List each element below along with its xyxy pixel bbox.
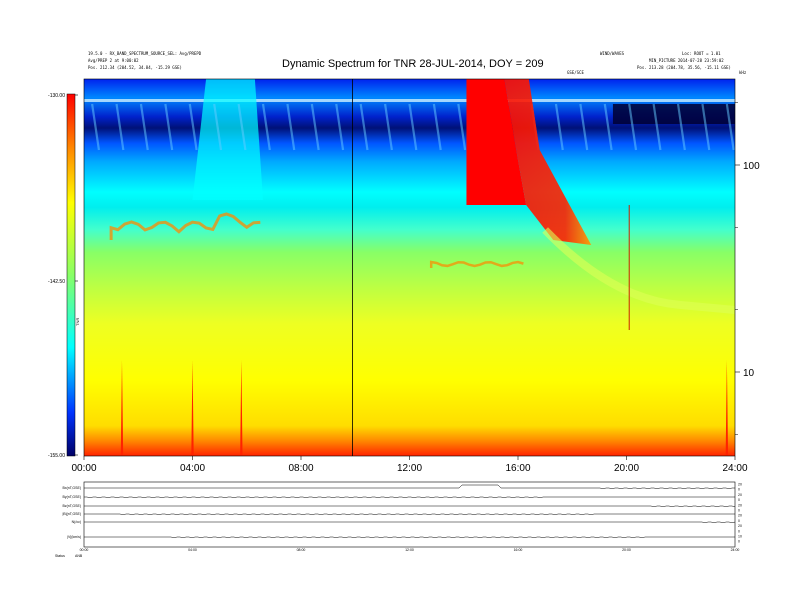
colorbar-tick-label: -155.00 (48, 453, 65, 459)
header-right-line4: Pos. 213.28 (204.78, 35.56, -15.11 GSE) (637, 65, 731, 70)
spectrogram-streak (579, 103, 589, 151)
spectrogram-streak (432, 103, 442, 151)
bottom-right-tick: 0 (738, 498, 740, 502)
header-left-line3: Pos. 212.34 (204.52, 34.84, -15.29 GSE) (88, 65, 182, 70)
type-iii-burst-core (466, 79, 527, 205)
red-spike (240, 360, 243, 456)
footer-value: ANB (75, 554, 83, 558)
chart-title: Dynamic Spectrum for TNR 28-JUL-2014, DO… (282, 58, 544, 70)
spectrogram-streak (237, 103, 247, 151)
bottom-row-label: By(nT,GSE) (63, 495, 81, 499)
red-spike (191, 360, 194, 456)
spectrogram-streak (139, 103, 149, 151)
spectrogram-streak (652, 103, 662, 151)
colorbar-tick-label: -130.00 (48, 93, 65, 99)
header-right-line2: Loc: ROOT = 1.01 (682, 51, 721, 56)
spectrogram-streak (628, 103, 638, 151)
header-right-line3: MIN_PICTURE 2014-07-28 23:59:02 (649, 58, 724, 63)
colorbar-tick-label: -142.50 (48, 279, 65, 285)
bottom-right-tick: 0 (738, 540, 740, 544)
spectrogram-background (84, 79, 735, 456)
bottom-x-tick-label: 12:00 (405, 548, 414, 552)
header-kHz-label: kHz (739, 70, 747, 75)
header-left-line1: 19.5.0 - RX_BAND_SPECTRUM_SOURCE_SEL: Av… (88, 51, 202, 56)
bottom-row-trace (84, 536, 735, 539)
bottom-row-trace (84, 484, 735, 490)
header-left-line2: Avg/PREP 2 at 9:00:02 (88, 58, 139, 63)
x-tick-label: 16:00 (505, 463, 530, 474)
bottom-row-label: |V|(km/s) (67, 535, 81, 539)
x-tick-label: 12:00 (397, 463, 422, 474)
bottom-row-trace (84, 521, 736, 524)
bottom-right-tick: 20 (738, 503, 742, 507)
bottom-right-tick: 20 (738, 524, 742, 528)
x-tick-label: 08:00 (288, 463, 313, 474)
colorbar (66, 93, 76, 457)
y-tick-label: 100 (743, 161, 760, 172)
bottom-row-trace (84, 505, 736, 508)
x-tick-label: 04:00 (180, 463, 205, 474)
spectrogram-streak (603, 103, 613, 151)
red-spike (725, 360, 729, 456)
spectrogram-streak (725, 103, 735, 151)
type-iii-burst-tail (504, 79, 592, 245)
plasma-line-morning (109, 212, 261, 240)
x-tick-label: 00:00 (71, 463, 96, 474)
bottom-right-tick: 0 (738, 529, 740, 533)
bottom-right-tick: 10 (738, 535, 742, 539)
spectrogram-streak (554, 103, 564, 151)
bottom-row-label: Bz(nT,GSE) (63, 504, 81, 508)
footer-label: Status (55, 554, 65, 558)
spectrogram-streak (335, 103, 345, 151)
x-tick-label: 24:00 (722, 463, 747, 474)
top-gap-band (84, 99, 735, 102)
x-tick-label: 20:00 (614, 463, 639, 474)
bottom-right-tick: 0 (738, 488, 740, 492)
spectrogram-streak (164, 103, 174, 151)
bottom-right-tick: 20 (738, 514, 742, 518)
bottom-x-tick-label: 00:00 (80, 548, 89, 552)
spectrogram-streak (383, 103, 393, 151)
spectrogram-streak (408, 103, 418, 151)
header-right-line1: WIND/WAVES (600, 51, 625, 56)
bottom-x-tick-label: 04:00 (188, 548, 197, 552)
bottom-row-label: N(/cc) (72, 520, 81, 524)
bottom-x-tick-label: 08:00 (297, 548, 306, 552)
header-mid-label: GSE/SCE (567, 70, 584, 75)
spectrogram-streak (310, 103, 320, 151)
red-spike (120, 360, 124, 456)
spectrogram-streak (261, 103, 271, 151)
spectrogram-streak (188, 103, 198, 151)
spectrogram-streak (115, 103, 125, 151)
bottom-row-trace (84, 513, 735, 516)
spectrogram-streak (286, 103, 296, 151)
cyan-plume (192, 79, 264, 200)
y-tick-label: 10 (743, 368, 755, 379)
plasma-line-afternoon (429, 260, 524, 268)
spectrogram-streak (701, 103, 711, 151)
spectrogram-streak (213, 103, 223, 151)
colorbar-label: TNR (75, 318, 80, 326)
spectrogram-streak (359, 103, 369, 151)
spectrogram-streak (676, 103, 686, 151)
bottom-x-tick-label: 16:00 (514, 548, 523, 552)
bottom-right-tick: 0 (738, 509, 740, 513)
spectrogram-streak (91, 103, 101, 151)
spectrogram-streak (457, 103, 467, 151)
bottom-right-tick: 0 (738, 519, 740, 523)
bottom-row-label: |B|(nT,GSE) (62, 512, 81, 516)
bottom-row-label: Bx(nT,GSE) (63, 486, 81, 490)
bottom-x-tick-label: 24:00 (731, 548, 740, 552)
bottom-right-tick: 20 (738, 483, 742, 487)
boundary-arc (542, 227, 736, 314)
bottom-row-trace (84, 496, 735, 499)
bottom-right-tick: 20 (738, 493, 742, 497)
bottom-x-tick-label: 20:00 (622, 548, 631, 552)
